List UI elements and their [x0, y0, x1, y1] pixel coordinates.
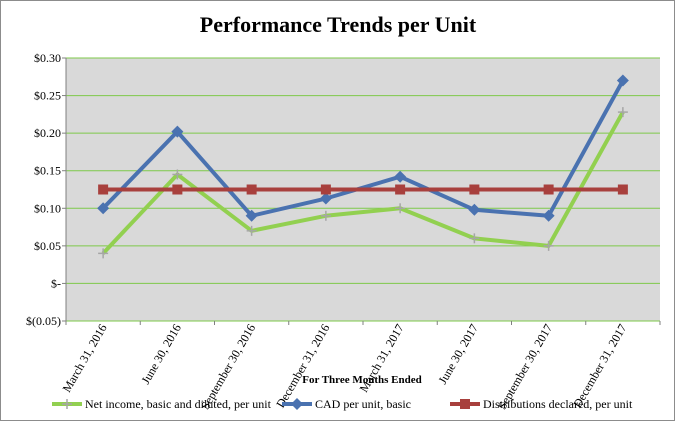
legend-label: CAD per unit, basic: [315, 397, 411, 411]
y-tick-label: $0.10: [34, 201, 61, 215]
data-point-marker: [617, 184, 628, 195]
chart-title: Performance Trends per Unit: [200, 12, 477, 37]
y-tick-label: $0.05: [34, 239, 61, 253]
data-point-marker: [98, 248, 109, 259]
series-line: [101, 111, 625, 255]
y-tick-label: $0.30: [34, 51, 61, 65]
data-point-marker: [469, 184, 480, 195]
y-tick-label: $0.25: [34, 89, 61, 103]
data-point-marker: [246, 184, 257, 195]
data-point-marker: [320, 184, 331, 195]
data-point-marker: [172, 169, 183, 180]
legend-item: Net income, basic and diluted, per unit: [52, 397, 272, 411]
data-point-marker: [542, 209, 555, 222]
data-point-marker: [395, 184, 406, 195]
data-point-marker: [245, 209, 258, 222]
series-1: [98, 107, 628, 259]
y-tick-label: $-: [51, 276, 61, 290]
legend-item: Distributions declared, per unit: [450, 397, 633, 411]
data-point-marker: [616, 74, 629, 87]
data-point-marker: [394, 170, 407, 183]
y-tick-label: $0.20: [34, 126, 61, 140]
data-point-marker: [543, 240, 554, 251]
y-tick-label: $0.15: [34, 164, 61, 178]
data-point-marker: [291, 398, 303, 410]
data-point-marker: [319, 192, 332, 205]
legend-item: CAD per unit, basic: [282, 397, 411, 411]
data-point-marker: [395, 203, 406, 214]
data-point-marker: [98, 184, 109, 195]
gridlines: [66, 57, 660, 322]
data-point-marker: [543, 184, 554, 195]
series-layer: [97, 74, 629, 259]
y-tick-label: $(0.05): [26, 314, 61, 328]
data-point-marker: [460, 399, 470, 409]
legend-label: Distributions declared, per unit: [483, 397, 633, 411]
series-3: [98, 184, 628, 195]
legend-label: Net income, basic and diluted, per unit: [85, 397, 272, 411]
legend: Net income, basic and diluted, per unit C…: [52, 397, 633, 411]
data-point-marker: [617, 107, 628, 118]
data-point-marker: [468, 203, 481, 216]
data-point-marker: [171, 125, 184, 138]
x-tick-label: March 31, 2016: [59, 322, 109, 395]
data-point-marker: [97, 202, 110, 215]
data-point-marker: [469, 233, 480, 244]
data-point-marker: [320, 210, 331, 221]
data-point-marker: [62, 399, 72, 409]
x-tick-label: June 30, 2017: [435, 322, 481, 387]
y-axis: $0.30 $0.25 $0.20 $0.15 $0.10 $0.05 $- $(0.05): [26, 51, 67, 328]
data-point-marker: [246, 225, 257, 236]
x-axis-title: For Three Months Ended: [302, 374, 422, 386]
x-tick-label: June 30, 2016: [138, 322, 184, 387]
data-point-marker: [172, 184, 183, 195]
